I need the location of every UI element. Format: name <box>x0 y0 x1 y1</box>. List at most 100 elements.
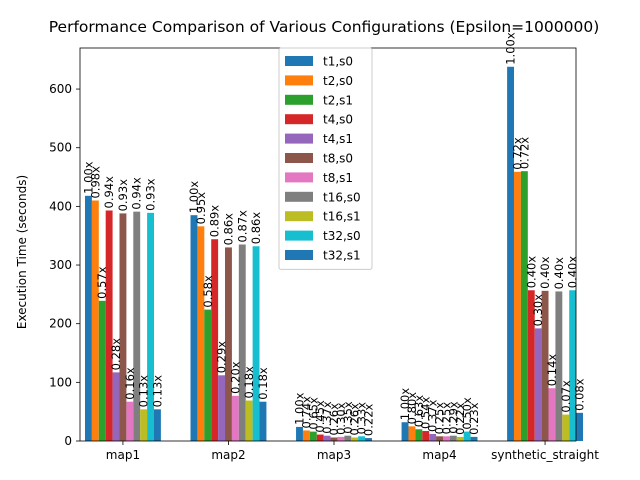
bar-t16-s1-synthetic_straight <box>562 414 570 441</box>
bar-t4-s1-map2 <box>218 375 226 441</box>
bar-t2-s1-map2 <box>204 309 212 441</box>
bar-value-label: 0.26x <box>327 403 341 436</box>
bar-t16-s1-map2 <box>245 400 253 441</box>
bar-t4-s0-map4 <box>422 431 430 441</box>
bar-value-label: 0.63x <box>412 395 426 428</box>
bar-t8-s0-map1 <box>119 213 127 441</box>
legend-swatch <box>285 250 313 260</box>
bar-t8-s1-synthetic_straight <box>548 388 556 441</box>
bar-value-label: 0.30x <box>334 402 348 435</box>
bar-t32-s1-map3 <box>365 438 372 441</box>
bar-value-label: 0.25x <box>439 402 453 435</box>
bar-value-label: 0.18x <box>256 367 270 400</box>
bar-value-label: 0.13x <box>137 375 151 408</box>
legend-swatch <box>285 94 313 105</box>
bar-value-label: 0.87x <box>235 210 249 243</box>
x-tick-label: synthetic_straight <box>491 448 599 462</box>
bar-t32-s1-synthetic_straight <box>576 412 584 441</box>
bar-value-label: 0.22x <box>453 402 467 435</box>
bar-value-label: 0.54x <box>419 396 433 429</box>
bar-t2-s1-map1 <box>98 300 106 441</box>
bar-value-label: 0.40x <box>524 256 538 289</box>
bar-t16-s1-map4 <box>456 436 464 441</box>
bar-t1-s0-synthetic_straight <box>507 66 515 442</box>
x-tick-label: map2 <box>211 448 245 462</box>
bar-value-label: 0.86x <box>249 212 263 245</box>
bar-t1-s0-map4 <box>401 422 409 441</box>
bar-t8-s1-map3 <box>337 436 345 441</box>
legend-swatch <box>285 133 313 144</box>
bar-t32-s1-map2 <box>259 401 267 441</box>
bars-group <box>84 66 584 442</box>
y-tick-label: 500 <box>49 141 72 155</box>
bar-t8-s0-map4 <box>436 436 443 441</box>
bar-value-label: 0.94x <box>130 177 144 210</box>
legend-label: t16,s1 <box>323 210 361 224</box>
y-tick-label: 200 <box>49 317 72 331</box>
bar-value-label: 0.40x <box>552 257 566 290</box>
bar-value-label: 0.89x <box>208 205 222 238</box>
legend-label: t8,s1 <box>323 171 353 185</box>
bar-t16-s1-map3 <box>351 437 359 441</box>
bar-value-label: 0.93x <box>116 179 130 212</box>
bar-value-label: 0.93x <box>144 178 158 211</box>
bar-value-label: 0.26x <box>348 403 362 436</box>
bar-value-label: 1.00x <box>293 392 307 425</box>
bar-t2-s0-map3 <box>302 430 310 441</box>
y-tick-label: 0 <box>64 434 72 448</box>
legend-swatch <box>285 211 313 222</box>
bar-t4-s1-map3 <box>323 435 331 441</box>
bar-t32-s1-map1 <box>153 409 161 441</box>
bar-value-label: 0.07x <box>559 380 573 413</box>
bar-t4-s1-synthetic_straight <box>534 328 542 441</box>
legend-swatch <box>285 56 313 66</box>
bar-value-label: 0.86x <box>221 213 235 246</box>
bar-t32-s0-map2 <box>252 246 260 441</box>
legend-label: t4,s1 <box>323 132 353 146</box>
bar-value-label: 0.14x <box>545 354 559 387</box>
bar-value-label: 0.65x <box>306 397 320 430</box>
x-tick-label: map4 <box>422 448 456 462</box>
bar-t32-s0-map3 <box>358 436 366 441</box>
bar-t4-s0-map2 <box>211 239 219 441</box>
bar-t16-s0-map4 <box>449 435 457 441</box>
bar-t8-s1-map4 <box>442 436 450 441</box>
bar-value-label: 0.16x <box>123 367 137 400</box>
y-tick-label: 600 <box>49 82 72 96</box>
bar-value-label: 0.29x <box>215 341 229 374</box>
bar-value-label: 0.18x <box>242 366 256 399</box>
legend-label: t16,s0 <box>323 190 361 204</box>
bar-t1-s0-map3 <box>296 426 303 441</box>
bar-t8-s0-map3 <box>330 437 338 441</box>
bar-t4-s0-map3 <box>316 434 324 441</box>
y-tick-label: 400 <box>49 199 72 213</box>
legend-label: t4,s0 <box>323 113 353 127</box>
bar-t2-s0-map1 <box>91 200 99 441</box>
bar-t16-s0-map3 <box>344 435 352 441</box>
bar-t16-s0-map1 <box>133 211 141 441</box>
legend: t1,s0 t2,s0 t2,s1 t4,s0 t4,s1 t8,s0 t8,s1 t16,s… <box>278 47 373 270</box>
bar-value-label: 0.28x <box>109 338 123 371</box>
bar-t1-s0-map1 <box>84 195 92 441</box>
x-tick-label: map3 <box>317 448 351 462</box>
bar-value-label: 0.72x <box>517 137 531 170</box>
bar-value-label: 0.29x <box>446 401 460 434</box>
bar-value-label: 0.08x <box>573 378 587 411</box>
bar-t2-s1-map4 <box>415 429 423 441</box>
y-axis: 0 100 200 300 400 500 600 <box>49 82 80 448</box>
legend-swatch <box>285 191 313 202</box>
legend-swatch <box>285 153 313 163</box>
legend-label: t2,s0 <box>323 74 353 88</box>
bar-t2-s1-synthetic_straight <box>520 171 528 441</box>
bar-t16-s0-map2 <box>238 244 246 441</box>
bar-t32-s0-map4 <box>463 431 471 441</box>
bar-value-label: 0.50x <box>460 397 474 430</box>
x-tick-label: map1 <box>106 448 140 462</box>
bar-value-label: 0.37x <box>426 399 440 432</box>
legend-swatch <box>285 230 313 241</box>
bar-value-label: 0.37x <box>320 401 334 434</box>
bar-value-label: 0.74x <box>299 396 313 429</box>
bar-t8-s0-synthetic_straight <box>541 290 549 441</box>
legend-label: t32,s1 <box>323 249 361 263</box>
